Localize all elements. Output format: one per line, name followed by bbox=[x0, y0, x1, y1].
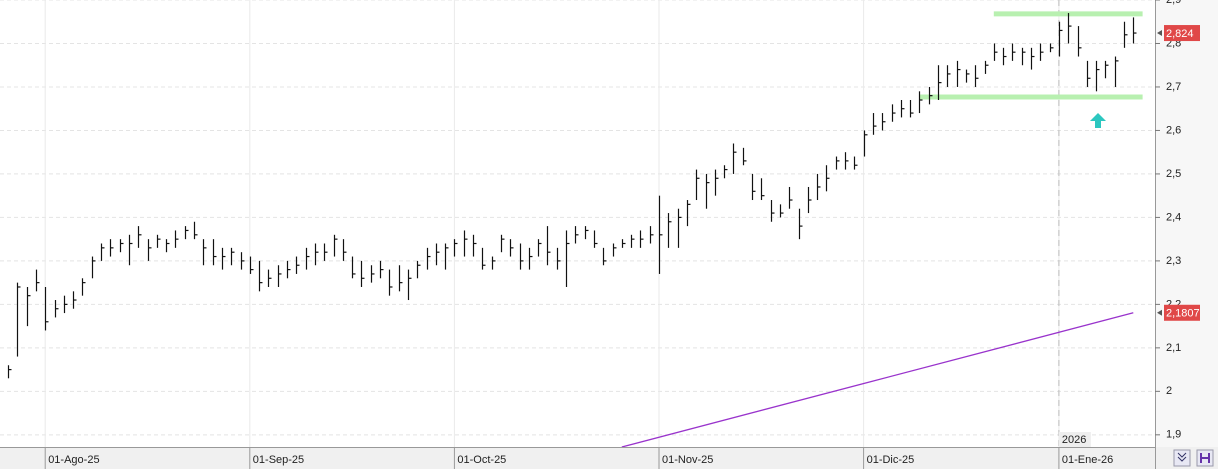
y-tick-label: 2,5 bbox=[1166, 168, 1181, 180]
y-tick-label: 2,3 bbox=[1166, 255, 1181, 267]
y-tick-label: 2,6 bbox=[1166, 124, 1181, 136]
up-arrow-marker bbox=[1090, 113, 1106, 128]
year-label: 2026 bbox=[1062, 434, 1086, 446]
year-label-box bbox=[1058, 432, 1091, 447]
axes-layer: 1,922,12,22,32,42,52,62,72,82,901-Ago-25… bbox=[44, 0, 1200, 469]
x-axis-strip bbox=[0, 447, 1218, 469]
y-axis-strip bbox=[1155, 0, 1218, 447]
y-tick-label: 2,9 bbox=[1166, 0, 1181, 6]
zoom-button[interactable] bbox=[1173, 449, 1191, 467]
marks-layer: 2026 bbox=[7, 11, 1143, 448]
zoom-icon bbox=[1177, 452, 1187, 462]
overlay-line bbox=[621, 312, 1134, 448]
last-value-box bbox=[1164, 304, 1200, 321]
x-tick-label: 01-Nov-25 bbox=[662, 454, 713, 466]
scale-icon bbox=[1200, 453, 1210, 463]
last-value-box bbox=[1164, 25, 1200, 42]
last-value-label: 2,1807 bbox=[1166, 308, 1200, 320]
y-tick-label: 2,7 bbox=[1166, 81, 1181, 93]
x-tick-label: 01-Sep-25 bbox=[253, 454, 304, 466]
x-tick-label: 01-Ene-26 bbox=[1062, 454, 1113, 466]
last-value-pointer bbox=[1157, 309, 1162, 316]
y-tick-label: 2,1 bbox=[1166, 342, 1181, 354]
y-tick-label: 2,4 bbox=[1166, 211, 1181, 223]
x-tick-label: 01-Ago-25 bbox=[48, 454, 99, 466]
y-tick-label: 1,9 bbox=[1166, 429, 1181, 441]
y-tick-label: 2 bbox=[1166, 385, 1172, 397]
x-tick-label: 01-Dic-25 bbox=[867, 454, 915, 466]
last-value-pointer bbox=[1157, 30, 1162, 37]
last-value-label: 2,824 bbox=[1166, 28, 1194, 40]
x-tick-label: 01-Oct-25 bbox=[457, 454, 506, 466]
